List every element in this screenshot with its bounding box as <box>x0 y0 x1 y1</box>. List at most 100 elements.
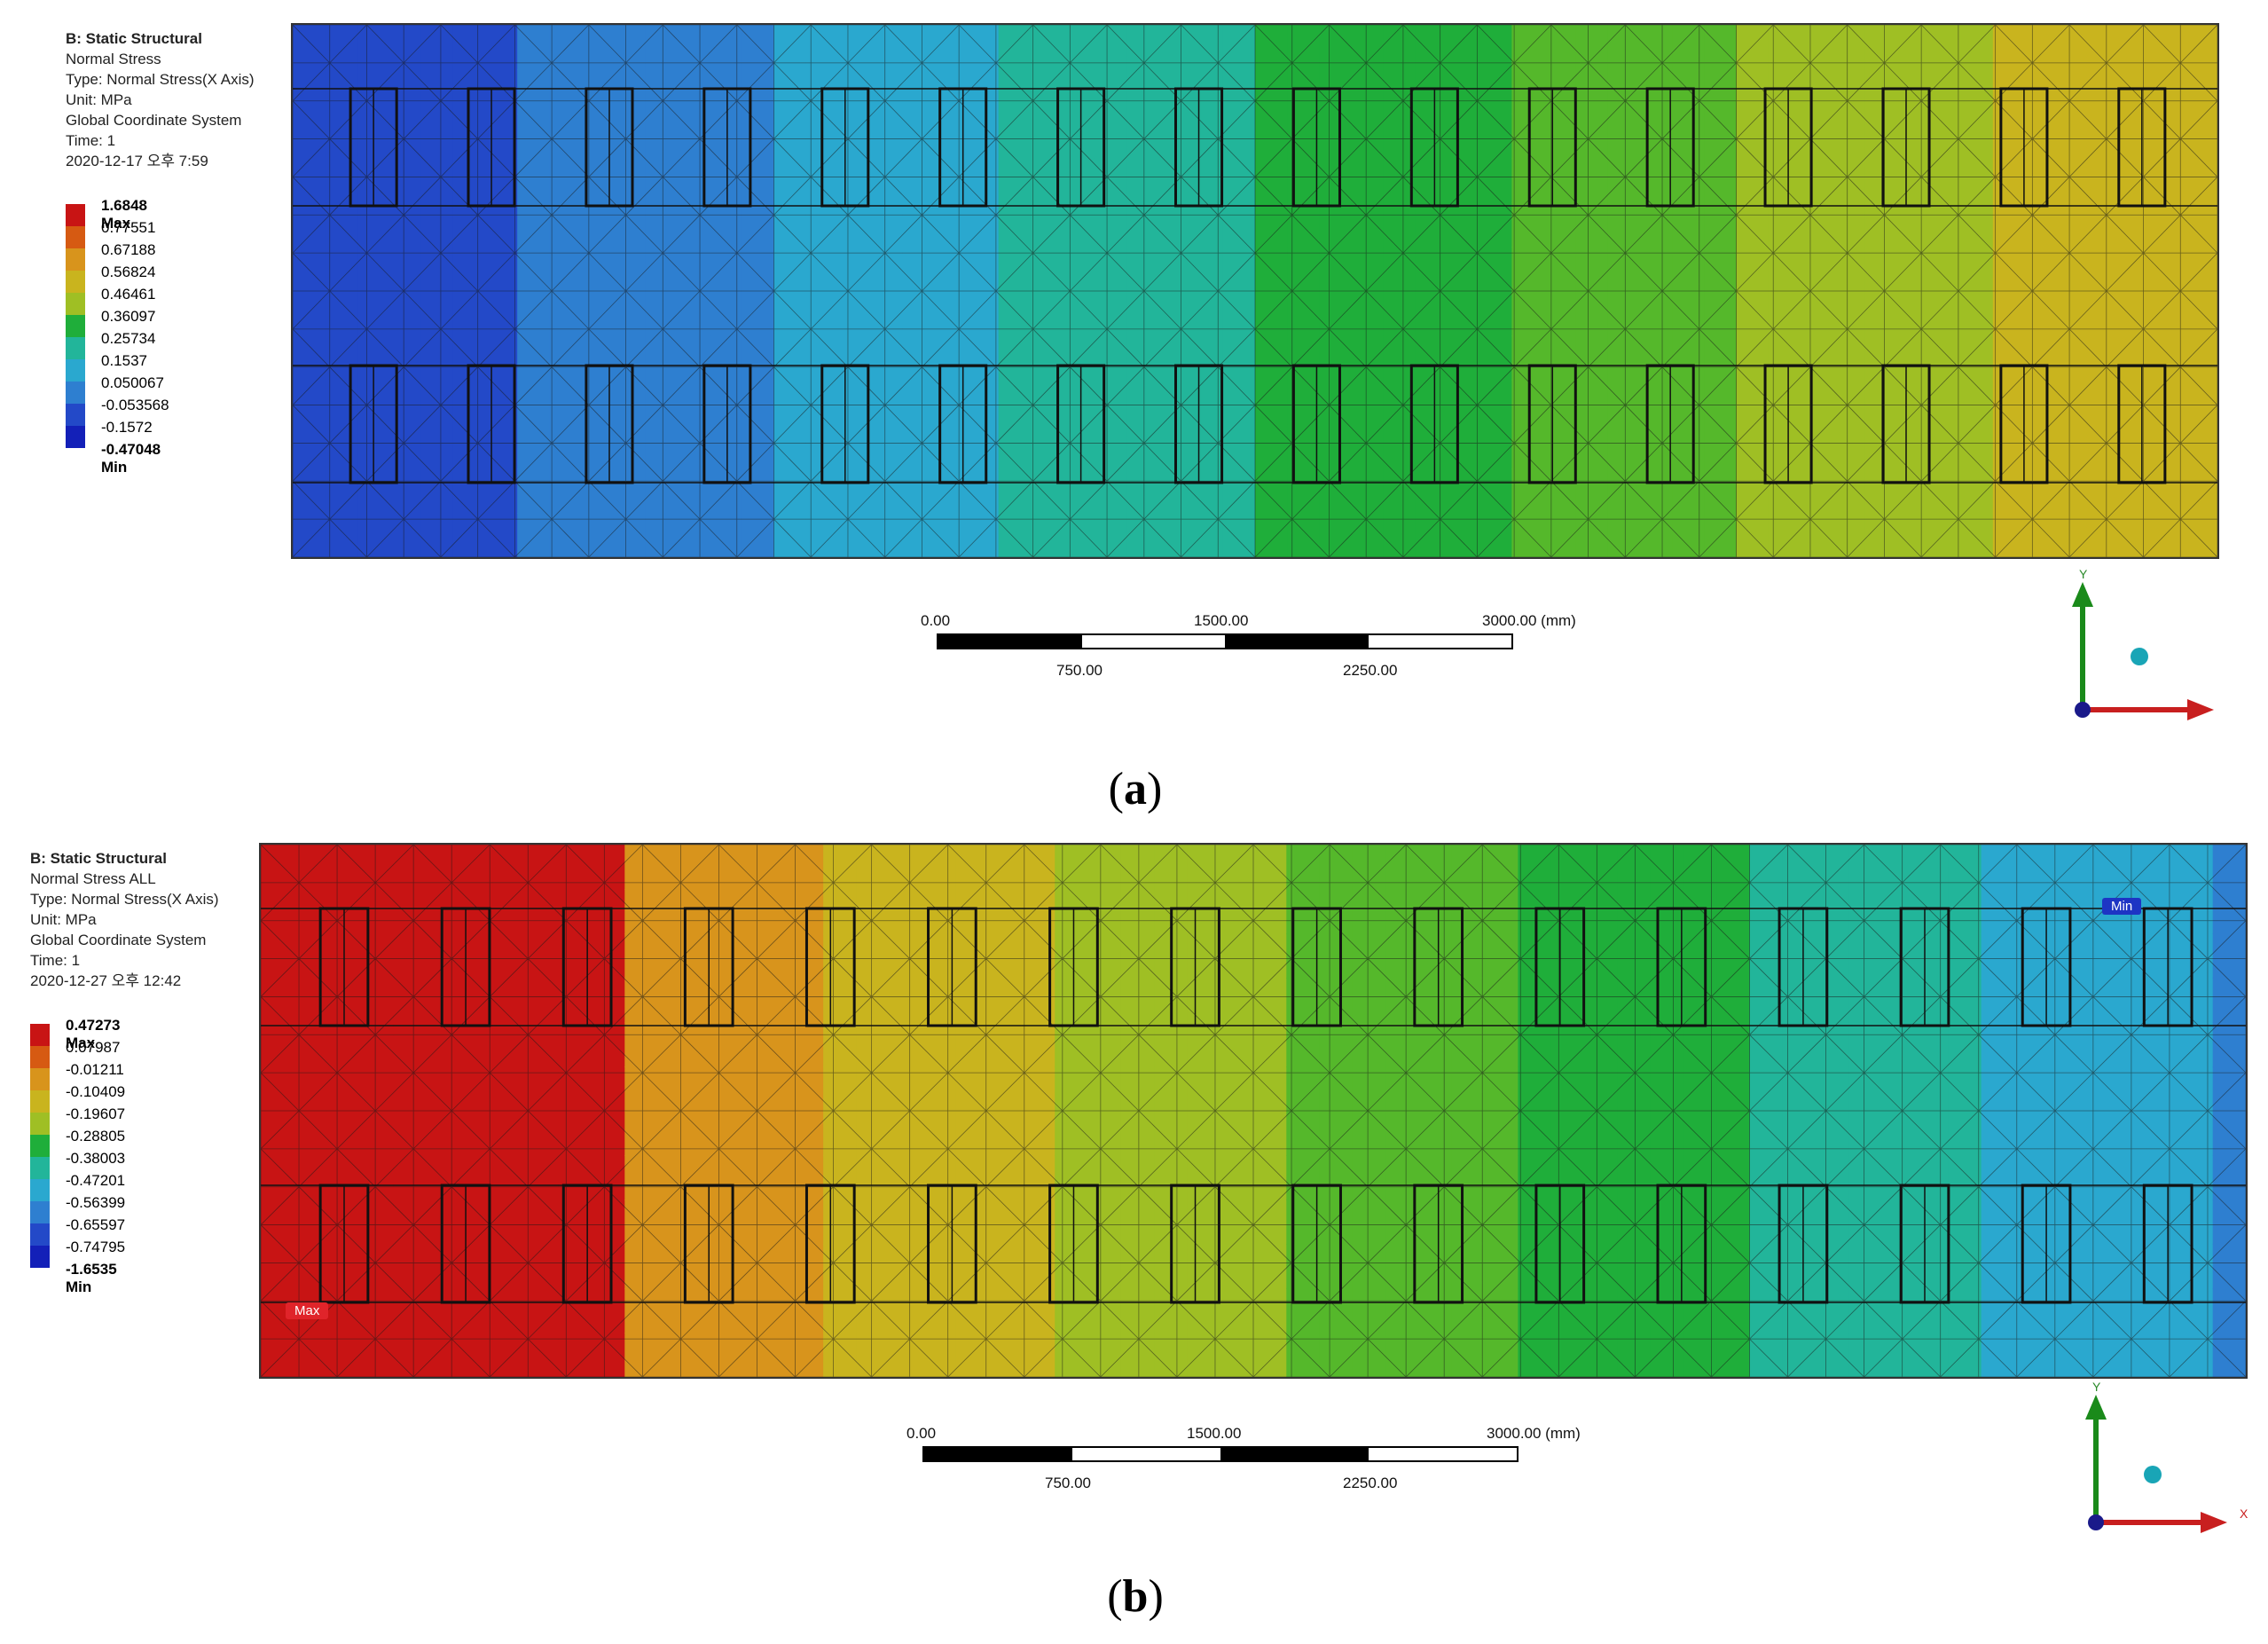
contour-cell <box>2113 1155 2148 1200</box>
contour-cell <box>690 933 726 979</box>
contour-cell <box>452 513 486 557</box>
contour-cell <box>261 978 295 1023</box>
contour-cell <box>1607 69 1641 114</box>
contour-cell <box>1351 335 1385 381</box>
contour-cell <box>1928 380 1962 425</box>
contour-cell <box>2179 933 2214 979</box>
contour-cell <box>2185 158 2217 203</box>
contour-cell <box>261 889 295 934</box>
contour-cell <box>1518 845 1552 890</box>
contour-cell <box>1095 114 1128 159</box>
contour-cell <box>2146 845 2181 890</box>
contour-cell <box>1768 69 1801 114</box>
contour-cell <box>1832 424 1866 469</box>
contour-cell <box>823 1288 858 1333</box>
contour-cell <box>1158 513 1192 557</box>
contour-cell <box>592 978 626 1023</box>
contour-cell <box>1928 291 1962 336</box>
contour-cell <box>1255 158 1289 203</box>
contour-cell <box>393 1244 428 1289</box>
contour-cell <box>1319 69 1353 114</box>
contour-cell <box>1928 468 1962 514</box>
contour-cell <box>1832 202 1866 248</box>
contour-cell <box>2121 380 2154 425</box>
contour-cell <box>1928 25 1962 70</box>
contour-cell <box>1255 69 1289 114</box>
contour-cell <box>1992 202 2026 248</box>
contour-cell <box>998 380 1032 425</box>
contour-cell <box>889 1022 923 1067</box>
contour-cell <box>1055 1244 1089 1289</box>
contour-cell <box>1915 1022 1950 1067</box>
contour-cell <box>2089 424 2123 469</box>
contour-cell <box>2025 202 2059 248</box>
contour-cell <box>1981 1288 2015 1333</box>
panel-a: B: Static Structural Normal Stress Type:… <box>66 23 2219 814</box>
contour-cell <box>359 889 395 934</box>
contour-cell <box>1511 513 1545 557</box>
contour-cell <box>393 1288 428 1333</box>
contour-cell <box>1415 513 1448 557</box>
contour-cell <box>1650 889 1684 934</box>
contour-cell <box>1351 468 1385 514</box>
contour-cell <box>420 335 454 381</box>
scale-label: 0.56824 <box>101 264 156 280</box>
contour-cell <box>525 1333 560 1377</box>
contour-cell <box>2212 1200 2246 1245</box>
contour-cell <box>1896 158 1930 203</box>
contour-cell <box>1816 1200 1850 1245</box>
color-swatch <box>66 226 85 248</box>
contour-cell <box>1253 933 1288 979</box>
contour-cell <box>889 933 923 979</box>
contour-cell <box>805 247 839 292</box>
contour-cell <box>1126 468 1160 514</box>
contour-cell <box>2025 291 2059 336</box>
contour-cell <box>613 291 647 336</box>
contour-cell <box>1485 1022 1519 1067</box>
contour-cell <box>710 335 743 381</box>
contour-cell <box>1087 1244 1122 1289</box>
contour-cell <box>870 158 904 203</box>
contour-cell <box>1607 424 1641 469</box>
contour-cell <box>1352 1288 1387 1333</box>
contour-cell <box>837 158 871 203</box>
contour-cell <box>856 1200 891 1245</box>
contour-cell <box>2047 889 2082 934</box>
contour-cell <box>525 1155 560 1200</box>
contour-cell <box>1915 1200 1950 1245</box>
contour-cell <box>1716 1200 1751 1245</box>
contour-cell <box>1749 889 1784 934</box>
contour-cell <box>1253 1333 1288 1377</box>
contour-cell <box>592 1200 626 1245</box>
contour-cell <box>294 1022 328 1067</box>
contour-cell <box>988 889 1023 934</box>
contour-cell <box>1915 1066 1950 1112</box>
contour-cell <box>1319 1066 1354 1112</box>
contour-cell <box>1479 202 1513 248</box>
contour-cell <box>773 202 807 248</box>
contour-cell <box>393 933 428 979</box>
contour-cell <box>724 978 758 1023</box>
contour-cell <box>1848 845 1883 890</box>
contour-cell <box>710 69 743 114</box>
contour-cell <box>1896 114 1930 159</box>
contour-cell <box>1607 25 1641 70</box>
contour-cell <box>2057 69 2091 114</box>
contour-cell <box>1716 1155 1751 1200</box>
legend-line: Type: Normal Stress(X Axis) <box>66 71 255 88</box>
contour-cell <box>645 513 679 557</box>
axis-y-label: Y <box>2079 568 2088 581</box>
contour-cell <box>773 380 807 425</box>
contour-cell <box>1220 978 1254 1023</box>
contour-cell <box>955 978 990 1023</box>
contour-cell <box>1672 380 1706 425</box>
contour-cell <box>1782 1155 1817 1200</box>
contour-cell <box>1319 1155 1354 1200</box>
contour-cell <box>1190 114 1224 159</box>
contour-cell <box>1617 978 1652 1023</box>
contour-cell <box>1749 1111 1784 1156</box>
contour-cell <box>1896 335 1930 381</box>
beam-contour-plot-a <box>291 23 2219 559</box>
contour-cell <box>2121 513 2154 557</box>
contour-cell <box>1222 114 1256 159</box>
